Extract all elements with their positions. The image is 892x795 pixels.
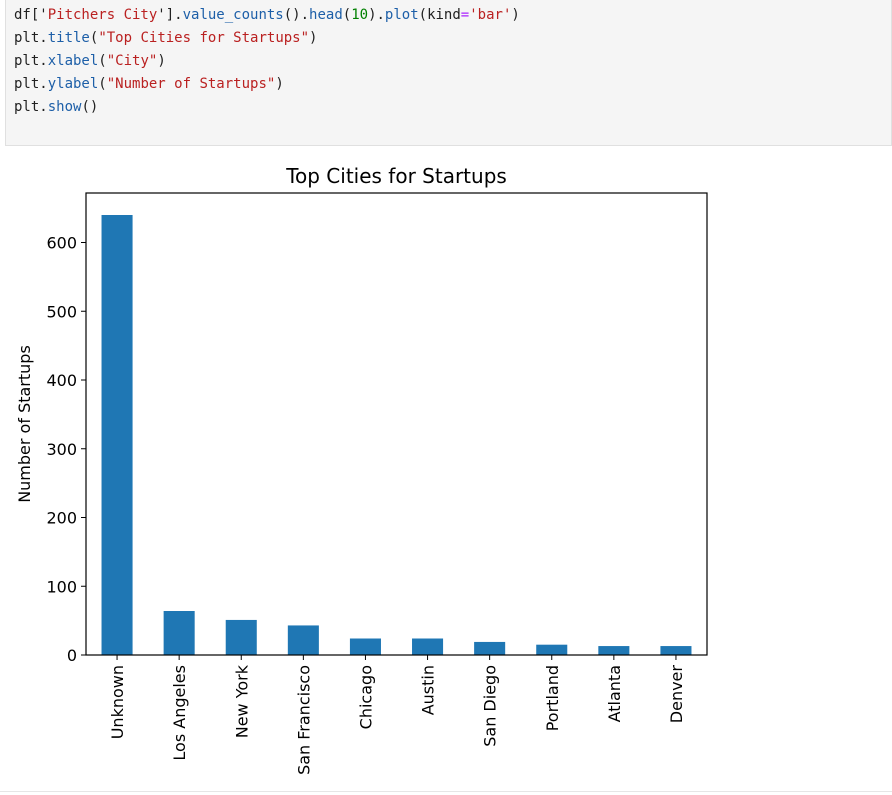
y-tick-label: 200 [46,509,77,528]
code-token: ) [275,76,284,92]
code-token: Pitchers City [47,7,158,23]
x-tick-label: Atlanta [605,665,624,722]
code-line: plt.ylabel("Number of Startups") [14,73,891,96]
code-token: show [47,99,82,115]
x-tick-label: New York [232,664,251,738]
code-token: plt. [14,53,48,69]
code-token: (kind [418,7,461,23]
code-token: ) [309,30,318,46]
code-token: ( [342,7,352,23]
code-token: xlabel [47,53,99,69]
x-tick-label: Austin [419,665,438,715]
code-token: ). [368,7,385,23]
x-tick-label: Chicago [356,665,375,729]
code-cell[interactable]: df['Pitchers City'].value_counts().head(… [5,0,892,146]
x-tick-label: Los Angeles [170,665,189,761]
chart-title: Top Cities for Startups [285,164,507,188]
y-tick-label: 0 [67,646,77,665]
x-tick-label: Portland [543,665,562,731]
code-token: (). [283,7,310,23]
code-token: "Number of Startups" [106,76,276,92]
code-token: plot [384,7,419,23]
code-token: "City" [106,53,158,69]
y-tick-label: 300 [46,440,77,459]
y-tick-label: 600 [46,234,77,253]
x-tick-label: Unknown [108,665,127,739]
x-tick-label: San Diego [481,665,500,747]
bar-portland [536,644,568,655]
code-line: plt.title("Top Cities for Startups") [14,27,891,50]
x-tick-label: San Francisco [294,665,313,775]
y-tick-label: 500 [46,302,77,321]
code-token: plt. [14,76,48,92]
code-token: 10 [351,7,369,23]
code-token: title [47,30,90,46]
code-token: 'bar' [469,7,512,23]
code-token: () [81,99,99,115]
y-tick-label: 400 [46,371,77,390]
code-token: ( [98,53,107,69]
code-line: plt.xlabel("City") [14,50,891,73]
code-token: ']. [157,7,183,23]
code-token: ( [89,30,99,46]
x-tick-label: Denver [667,665,686,724]
cell-output: Top Cities for Startups 0 100 200 300 400 500 6… [0,146,892,795]
bar-atlanta [598,646,630,655]
bar-denver [660,646,692,655]
code-token: = [460,7,470,23]
y-tick-label: 100 [46,577,77,596]
code-line: plt.show() [14,96,891,119]
bar-chart: Top Cities for Startups 0 100 200 300 400 500 6… [15,164,708,775]
code-token: "Top Cities for Startups" [98,30,310,46]
bar-chicago [349,638,381,655]
code-editor[interactable]: df['Pitchers City'].value_counts().head(… [6,0,891,119]
plot-frame [85,192,708,656]
code-token: head [309,7,343,23]
bar-san-francisco [287,625,319,655]
code-token: ) [157,53,166,69]
bar-new-york [225,619,257,655]
y-axis-label: Number of Startups [15,345,34,503]
cell-divider [0,791,892,792]
bar-san-diego [474,641,506,655]
code-line: df['Pitchers City'].value_counts().head(… [14,4,891,27]
code-token: df [14,7,31,23]
bar-austin [412,638,444,655]
code-token: ) [511,7,520,23]
code-token: plt. [14,30,48,46]
code-token: [' [30,7,48,23]
code-token: value_counts [182,7,284,23]
bar-los-angeles [163,611,195,655]
code-token: plt. [14,99,48,115]
code-token: ylabel [47,76,99,92]
bar-unknown [101,215,133,655]
code-token: ( [98,76,107,92]
